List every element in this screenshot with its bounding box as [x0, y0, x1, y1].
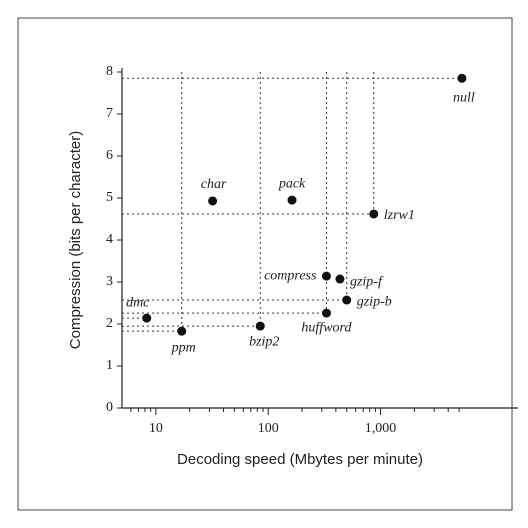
x-axis-label: Decoding speed (Mbytes per minute) [177, 451, 423, 468]
frame [17, 17, 513, 511]
point-label: gzip-b [357, 294, 392, 309]
point-label: gzip-f [350, 274, 384, 289]
x-tick-label: 1,000 [365, 421, 397, 436]
point-label: lzrw1 [384, 208, 415, 223]
point [255, 321, 265, 331]
point-label: compress [264, 268, 317, 283]
point [342, 295, 352, 305]
point [321, 308, 331, 318]
point-label: null [453, 91, 475, 106]
y-tick-label: 2 [106, 316, 113, 331]
y-tick-label: 4 [106, 232, 113, 247]
point [335, 274, 345, 284]
point [321, 271, 331, 281]
point [142, 313, 152, 323]
y-tick-label: 7 [106, 106, 113, 121]
point [177, 326, 187, 336]
point-label: dmc [126, 295, 150, 310]
point-label: huffword [301, 320, 352, 335]
y-axis-label: Compression (bits per character) [67, 131, 84, 349]
point [457, 73, 467, 83]
point-label: char [201, 177, 227, 192]
point-label: bzip2 [249, 334, 279, 349]
y-tick-label: 3 [106, 274, 113, 289]
y-tick-label: 6 [106, 148, 113, 163]
y-tick-label: 0 [106, 400, 113, 415]
x-tick-label: 100 [258, 421, 279, 436]
point-label: ppm [171, 340, 196, 355]
point [369, 209, 379, 219]
point-label: pack [278, 176, 306, 191]
point [287, 195, 297, 205]
point [208, 196, 218, 206]
y-tick-label: 8 [106, 64, 113, 79]
y-tick-label: 5 [106, 190, 113, 205]
x-tick-label: 10 [149, 421, 163, 436]
y-tick-label: 1 [106, 358, 113, 373]
